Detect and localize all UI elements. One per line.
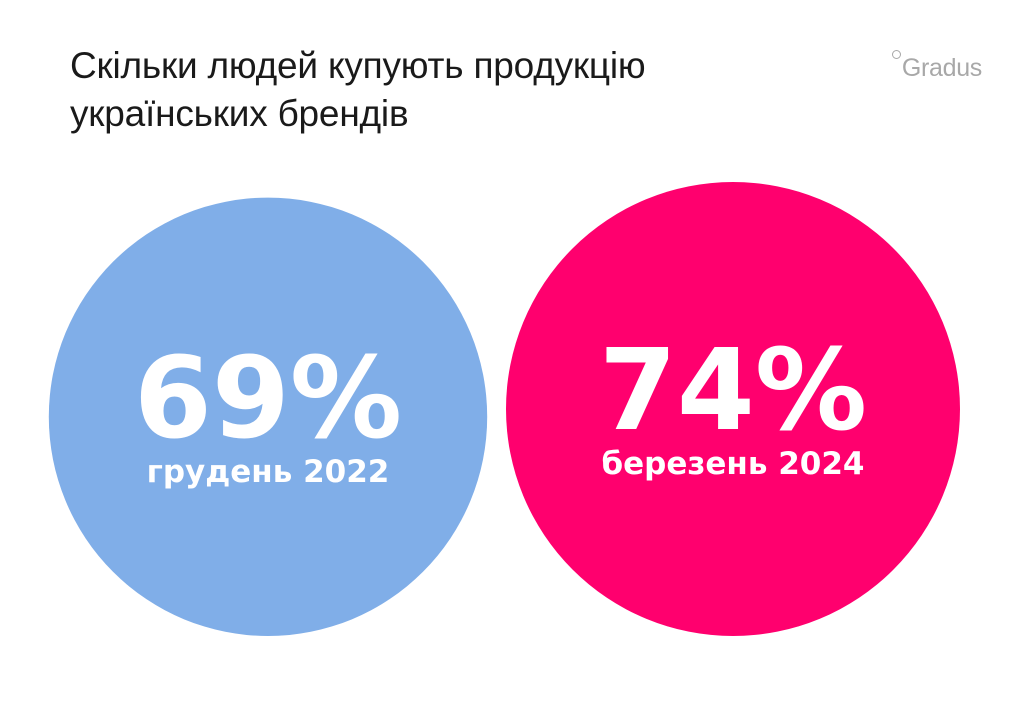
bubble-label-2: березень 2024 <box>601 446 864 482</box>
bubble-2: 74%березень 2024 <box>506 182 960 636</box>
bubble-circle-2 <box>506 182 960 636</box>
gradus-logo: Gradus <box>891 48 982 82</box>
bubble-1: 69%грудень 2022 <box>48 197 488 636</box>
ring-icon <box>891 50 901 59</box>
bubble-circle-1 <box>48 197 488 636</box>
bubble-value-1: 69% <box>134 334 402 464</box>
bubble-value-2: 74% <box>599 326 867 456</box>
gradus-logo-text: Gradus <box>901 54 982 82</box>
chart-title: Скільки людей купують продукцію українсь… <box>70 42 830 138</box>
chart-title-line-1: Скільки людей купують продукцію <box>70 45 646 86</box>
chart-title-line-2: українських брендів <box>70 93 409 134</box>
bubble-label-1: грудень 2022 <box>147 454 390 490</box>
